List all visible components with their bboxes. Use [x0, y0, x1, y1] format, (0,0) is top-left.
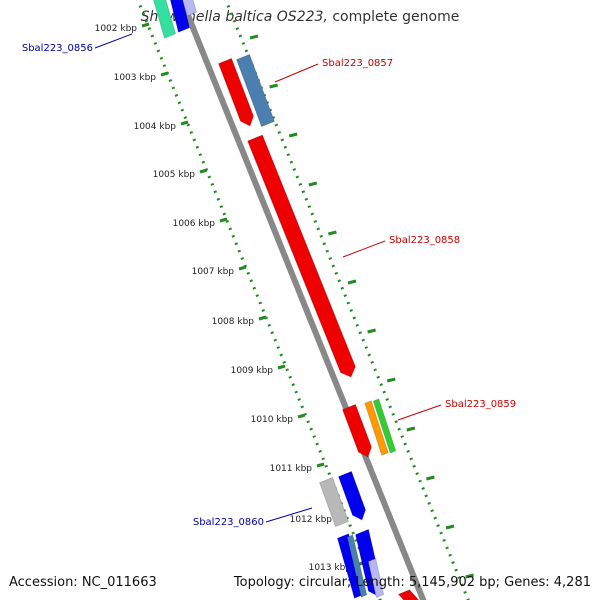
- tick-label: 1006 kbp: [173, 219, 216, 229]
- tick-mark: [160, 71, 169, 77]
- tick-label: 1004 kbp: [134, 122, 177, 132]
- gene-block: [182, 0, 198, 17]
- genome-summary: Topology: circular; Length: 5,145,902 bp…: [233, 575, 591, 590]
- tick-mark: [406, 426, 416, 432]
- tick-mark: [199, 168, 208, 174]
- feature-layer: [152, 0, 420, 600]
- tick-label: 1012 kbp: [290, 515, 333, 525]
- gene-leader-line: [94, 33, 133, 49]
- tick-label: 1008 kbp: [212, 317, 255, 327]
- tick-mark: [308, 181, 318, 187]
- tick-mark: [277, 364, 286, 370]
- gene-block: [341, 403, 373, 458]
- tick-label: 1002 kbp: [95, 24, 138, 34]
- tick-mark: [445, 524, 455, 530]
- gene-sbal223-0860: [337, 470, 367, 521]
- gene-block: [152, 0, 177, 39]
- tick-label: 1009 kbp: [231, 366, 274, 376]
- tick-mark: [367, 328, 376, 334]
- backbone-layer: [178, 0, 427, 600]
- gene-sbal223-0857: [235, 53, 276, 128]
- tick-mark: [258, 315, 267, 321]
- gene-block: [367, 557, 385, 599]
- tick-label: 1003 kbp: [114, 73, 157, 83]
- accession-label: Accession: NC_011663: [9, 575, 157, 590]
- gene-label-sbal223-0857: Sbal223_0857: [322, 58, 393, 69]
- genome-backbone: [178, 0, 427, 600]
- title-suffix: complete genome: [332, 9, 460, 25]
- tick-mark: [328, 230, 337, 236]
- gene-leader-line: [397, 404, 442, 421]
- gene-block: [169, 0, 191, 33]
- tick-layer: 1002 kbp 1003 kbp 1004 kbp 1005 kbp 1006 kbp…: [95, 0, 474, 600]
- label-layer: Sbal223_0856 Sbal223_0857 Sbal223_0858 Sbal…: [22, 33, 516, 528]
- gene-leader-line: [274, 63, 319, 83]
- tick-label: 1013 kbp: [309, 563, 352, 573]
- gene-label-sbal223-0858: Sbal223_0858: [389, 235, 460, 246]
- gene-leader-line: [342, 240, 386, 258]
- tick-mark: [297, 413, 306, 419]
- tick-mark: [426, 475, 435, 481]
- gene-sbal223-0857-red: [217, 57, 255, 127]
- tick-mark: [219, 217, 228, 223]
- tick-mark: [141, 22, 150, 28]
- tick-mark: [347, 279, 357, 285]
- gene-sbal223-0859: [364, 400, 389, 456]
- tick-mark: [386, 377, 396, 383]
- tick-label: 1010 kbp: [251, 415, 294, 425]
- gene-leader-line: [265, 507, 313, 523]
- tick-mark: [269, 83, 278, 89]
- tick-mark: [288, 132, 298, 138]
- tick-mark: [316, 462, 325, 468]
- gene-sbal223-0858: [246, 134, 356, 378]
- gene-label-sbal223-0860: Sbal223_0860: [193, 517, 264, 528]
- tick-label: 1005 kbp: [153, 170, 196, 180]
- tick-mark: [249, 34, 259, 40]
- tick-label: 1011 kbp: [270, 464, 313, 474]
- tick-mark: [238, 265, 247, 271]
- gene-block: [318, 476, 350, 528]
- tick-label: 1007 kbp: [192, 267, 235, 277]
- gene-block: [346, 534, 368, 598]
- gene-label-sbal223-0859: Sbal223_0859: [445, 399, 516, 410]
- gene-label-sbal223-0856: Sbal223_0856: [22, 43, 93, 54]
- gene-block: [372, 398, 397, 454]
- gene-block: [397, 589, 420, 600]
- tick-mark: [465, 573, 474, 579]
- tick-mark: [180, 120, 189, 126]
